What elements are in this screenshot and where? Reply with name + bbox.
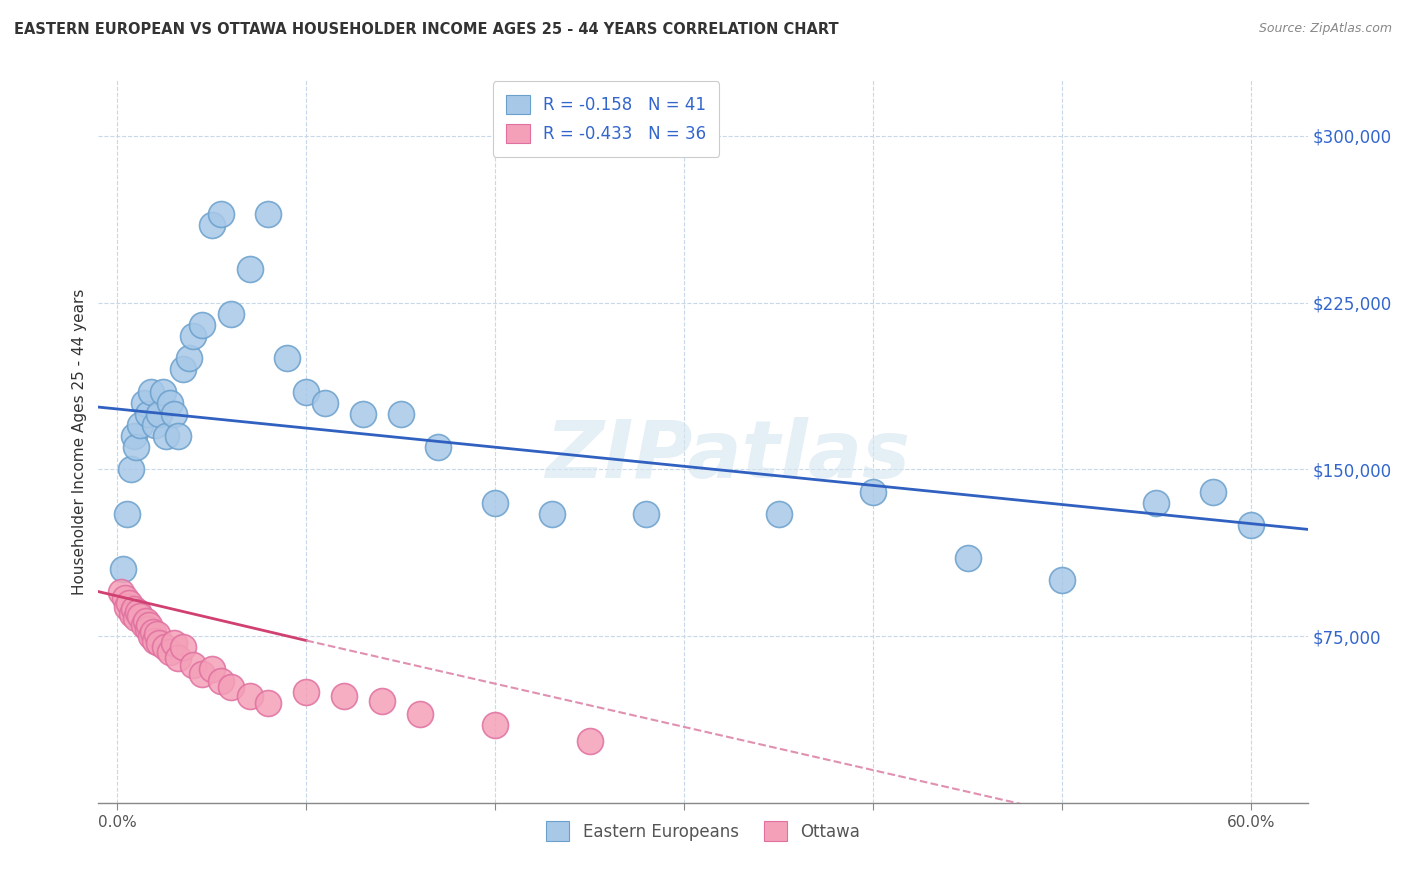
Point — [956, 551, 979, 566]
Point — [129, 609, 152, 624]
Point — [181, 329, 204, 343]
Legend: Eastern Europeans, Ottawa: Eastern Europeans, Ottawa — [534, 810, 872, 852]
Point — [295, 384, 318, 399]
Text: Source: ZipAtlas.com: Source: ZipAtlas.com — [1258, 22, 1392, 36]
Point — [148, 407, 170, 421]
Point — [124, 429, 146, 443]
Point — [862, 484, 884, 499]
Point — [114, 591, 136, 606]
Point — [201, 218, 224, 232]
Point — [111, 562, 134, 576]
Point — [257, 207, 280, 221]
Point — [172, 640, 194, 655]
Point — [166, 651, 188, 665]
Point — [257, 696, 280, 710]
Point — [115, 600, 138, 615]
Point — [209, 673, 232, 688]
Point — [159, 395, 181, 409]
Point — [146, 627, 169, 641]
Point — [219, 680, 242, 694]
Point — [768, 507, 790, 521]
Point — [295, 684, 318, 698]
Point — [129, 417, 152, 432]
Point — [120, 462, 142, 476]
Point — [163, 636, 186, 650]
Point — [135, 614, 157, 628]
Point — [333, 689, 356, 703]
Point — [1202, 484, 1225, 499]
Point — [153, 640, 176, 655]
Point — [484, 718, 506, 732]
Point — [141, 629, 163, 643]
Point — [389, 407, 412, 421]
Point — [371, 693, 394, 707]
Point — [239, 262, 262, 277]
Point — [540, 507, 562, 521]
Point — [352, 407, 374, 421]
Point — [201, 662, 224, 676]
Point — [1240, 517, 1263, 532]
Point — [121, 607, 143, 621]
Point — [181, 657, 204, 672]
Point — [136, 407, 159, 421]
Point — [138, 618, 160, 632]
Point — [163, 407, 186, 421]
Point — [191, 318, 214, 332]
Point — [1050, 574, 1073, 588]
Point — [115, 507, 138, 521]
Point — [125, 611, 148, 625]
Point — [143, 417, 166, 432]
Point — [179, 351, 201, 366]
Point — [152, 384, 174, 399]
Point — [127, 605, 149, 619]
Point — [636, 507, 658, 521]
Point — [427, 440, 450, 454]
Point — [166, 429, 188, 443]
Point — [132, 618, 155, 632]
Point — [484, 496, 506, 510]
Point — [143, 633, 166, 648]
Point — [1144, 496, 1167, 510]
Text: EASTERN EUROPEAN VS OTTAWA HOUSEHOLDER INCOME AGES 25 - 44 YEARS CORRELATION CHA: EASTERN EUROPEAN VS OTTAWA HOUSEHOLDER I… — [14, 22, 839, 37]
Point — [142, 624, 165, 639]
Point — [155, 429, 177, 443]
Point — [141, 384, 163, 399]
Point — [578, 733, 600, 747]
Point — [125, 440, 148, 454]
Point — [239, 689, 262, 703]
Point — [172, 362, 194, 376]
Point — [136, 623, 159, 637]
Y-axis label: Householder Income Ages 25 - 44 years: Householder Income Ages 25 - 44 years — [72, 288, 87, 595]
Point — [148, 636, 170, 650]
Point — [408, 706, 430, 721]
Point — [276, 351, 298, 366]
Point — [118, 596, 141, 610]
Point — [124, 602, 146, 616]
Point — [314, 395, 336, 409]
Point — [132, 395, 155, 409]
Point — [191, 666, 214, 681]
Point — [219, 307, 242, 321]
Point — [110, 584, 132, 599]
Point — [159, 645, 181, 659]
Text: ZIPatlas: ZIPatlas — [544, 417, 910, 495]
Point — [209, 207, 232, 221]
